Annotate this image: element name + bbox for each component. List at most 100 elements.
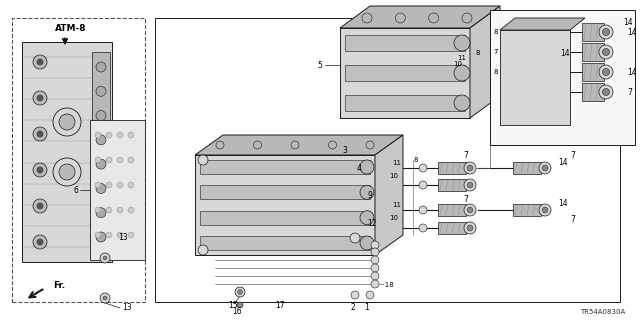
Circle shape [350,233,360,243]
Circle shape [96,183,106,193]
Bar [438,222,466,234]
Text: 7: 7 [570,150,575,159]
Text: 13: 13 [122,303,132,313]
Circle shape [538,61,552,75]
Text: ATM-8: ATM-8 [55,23,86,33]
Circle shape [198,155,208,165]
Circle shape [542,65,548,71]
Circle shape [467,225,473,231]
Bar [12,18,145,302]
Circle shape [33,199,47,213]
Bar [513,204,541,216]
Circle shape [599,45,613,59]
Circle shape [602,68,609,76]
Text: TR54A0830A: TR54A0830A [580,309,625,315]
Circle shape [419,181,427,189]
Circle shape [237,290,243,294]
Circle shape [371,248,379,256]
Polygon shape [90,120,145,260]
Circle shape [542,207,548,213]
Bar [345,35,465,51]
Bar [510,62,540,74]
Circle shape [216,141,224,149]
Circle shape [96,208,106,218]
Circle shape [59,114,75,130]
Bar [582,83,604,101]
Text: 14: 14 [627,68,637,76]
Text: 9: 9 [367,190,372,199]
Text: 8: 8 [475,50,479,56]
Text: 10: 10 [389,215,398,221]
Circle shape [419,164,427,172]
Text: 7: 7 [570,215,575,225]
Bar [438,179,466,191]
Bar [200,211,370,225]
Bar [582,43,604,61]
Circle shape [464,222,476,234]
Polygon shape [340,28,470,118]
Circle shape [462,13,472,23]
Circle shape [538,83,552,97]
Circle shape [419,206,427,214]
Circle shape [128,157,134,163]
Circle shape [362,13,372,23]
Circle shape [33,163,47,177]
Circle shape [454,95,470,111]
Text: 7: 7 [493,49,498,55]
Circle shape [599,65,613,79]
Circle shape [539,162,551,174]
Circle shape [37,59,43,65]
Circle shape [128,132,134,138]
Polygon shape [195,155,375,255]
Circle shape [128,232,134,238]
Circle shape [454,65,470,81]
Circle shape [467,207,473,213]
Circle shape [602,28,609,36]
Text: 16: 16 [232,308,242,316]
Bar [200,236,370,250]
Circle shape [117,232,123,238]
Text: ···18: ···18 [378,282,394,288]
Circle shape [599,85,613,99]
Circle shape [360,185,374,199]
Text: 10: 10 [389,173,398,179]
Bar [510,39,540,51]
Text: 15: 15 [228,300,238,309]
Circle shape [602,49,609,55]
Text: 8: 8 [413,157,417,163]
Circle shape [237,302,243,308]
Circle shape [33,235,47,249]
Text: 6: 6 [73,186,78,195]
Circle shape [371,264,379,272]
Circle shape [33,55,47,69]
Text: 8: 8 [493,69,498,75]
Circle shape [117,157,123,163]
Text: 7: 7 [463,150,468,159]
Circle shape [37,131,43,137]
Bar [510,84,540,96]
Bar [490,10,635,145]
Text: 11: 11 [457,55,466,61]
Polygon shape [470,6,500,118]
Bar [438,162,466,174]
Circle shape [371,241,379,249]
Circle shape [538,38,552,52]
Text: 14: 14 [560,49,570,58]
Circle shape [96,159,106,169]
Polygon shape [500,30,570,125]
Circle shape [371,280,379,288]
Circle shape [464,162,476,174]
Circle shape [95,132,101,138]
Circle shape [100,293,110,303]
Polygon shape [340,6,500,28]
Circle shape [351,291,359,299]
Circle shape [454,35,470,51]
Bar [582,23,604,41]
Circle shape [464,179,476,191]
Text: 4: 4 [357,164,362,172]
Text: 17: 17 [275,300,285,309]
Circle shape [371,272,379,280]
Bar [345,95,465,111]
Circle shape [37,95,43,101]
Circle shape [419,224,427,232]
